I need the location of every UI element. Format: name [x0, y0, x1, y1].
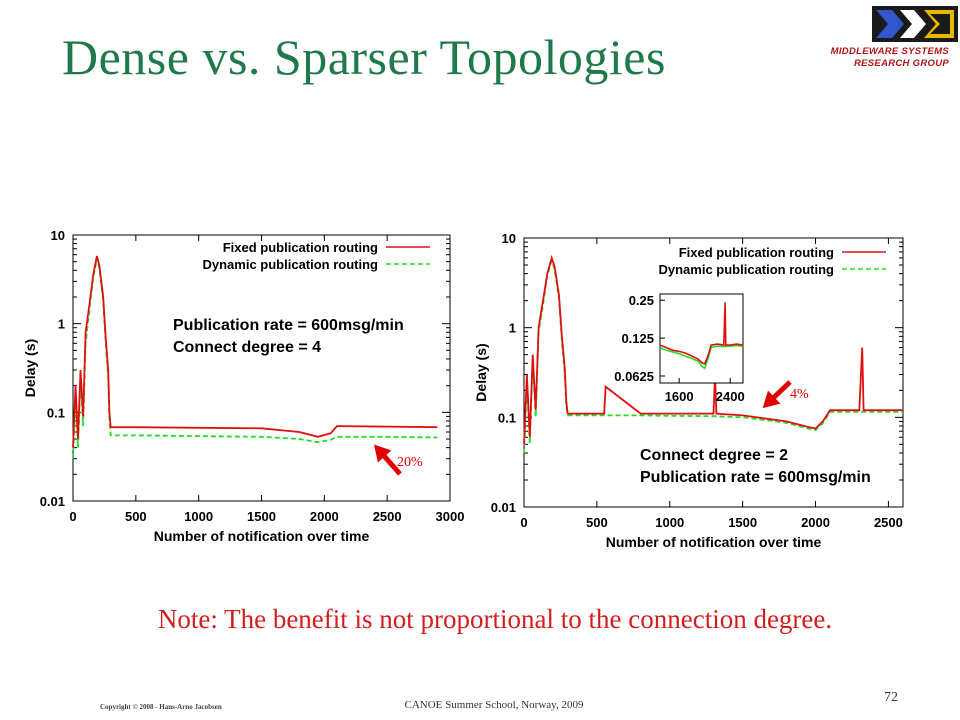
logo-line-2: RESEARCH GROUP	[854, 58, 949, 69]
footer-text: CANOE Summer School, Norway, 2009	[404, 699, 584, 711]
x-tick-label: 0	[520, 515, 527, 530]
inset-x-tick-label: 2400	[716, 389, 745, 404]
y-tick-label: 10	[502, 231, 516, 246]
callout-label: 20%	[397, 455, 423, 470]
y-tick-label: 0.01	[491, 500, 516, 515]
x-axis-label: Number of notification over time	[606, 534, 822, 550]
y-tick-label: 0.01	[40, 494, 65, 509]
inset-y-tick-label: 0.125	[621, 331, 654, 346]
inset-series-line	[659, 344, 744, 370]
inset-x-tick-label: 1600	[665, 389, 694, 404]
y-axis-label: Delay (s)	[473, 343, 489, 401]
inset-chart: 0.0625 0.125 0.25 1600 2400	[614, 293, 744, 404]
x-tick-label: 1500	[728, 515, 757, 530]
copyright-text: Copyright © 2008 - Hans-Arno Jacobsen	[100, 703, 222, 711]
y-tick-label: 10	[51, 228, 65, 243]
legend-label: Dynamic publication routing	[202, 257, 378, 272]
x-axis-label: Number of notification over time	[154, 528, 370, 544]
callout-arrow-head	[374, 444, 392, 463]
x-tick-label: 3000	[436, 509, 465, 524]
y-tick-label: 0.1	[47, 405, 65, 420]
plot-frame	[72, 234, 451, 502]
x-tick-label: 1500	[247, 509, 276, 524]
msrg-logo-icon	[872, 6, 958, 42]
callout-label: 4%	[790, 387, 809, 402]
chart-panel-2: 0 500 1000 1500 2000 2500 0.01 0.1 1 10 Number of …	[473, 231, 904, 550]
chart-panel-1: 0 500 1000 1500 2000 2500 3000 0.01 0.1 1 10 Number…	[22, 228, 464, 544]
series-line-fixed	[523, 254, 903, 445]
y-tick-label: 1	[509, 321, 516, 336]
chart-annotation: Connect degree = 4	[173, 339, 321, 356]
x-tick-label: 2000	[310, 509, 339, 524]
page-number: 72	[884, 690, 898, 705]
legend-label: Fixed publication routing	[223, 240, 378, 255]
legend-label: Fixed publication routing	[679, 245, 834, 260]
x-tick-label: 2000	[801, 515, 830, 530]
chart-annotation: Connect degree = 2	[640, 447, 788, 464]
inset-frame	[659, 293, 744, 384]
x-tick-label: 0	[69, 509, 76, 524]
x-tick-label: 2500	[874, 515, 903, 530]
y-axis-label: Delay (s)	[22, 339, 38, 397]
logo-line-1: MIDDLEWARE SYSTEMS	[830, 46, 949, 57]
x-tick-label: 500	[586, 515, 608, 530]
chart-annotation: Publication rate = 600msg/min	[640, 469, 871, 486]
chart-annotation: Publication rate = 600msg/min	[173, 317, 404, 334]
series-line-fixed	[72, 255, 438, 448]
y-tick-label: 1	[58, 317, 65, 332]
inset-y-tick-label: 0.0625	[614, 369, 654, 384]
y-tick-label: 0.1	[498, 410, 516, 425]
research-group-logo: MIDDLEWARE SYSTEMS RESEARCH GROUP	[800, 4, 958, 70]
callout-arrow-head	[762, 390, 781, 409]
x-tick-label: 1000	[655, 515, 684, 530]
inset-y-tick-label: 0.25	[629, 293, 654, 308]
x-tick-label: 1000	[184, 509, 213, 524]
x-tick-label: 500	[125, 509, 147, 524]
note-text: Note: The benefit is not proportional to…	[157, 604, 833, 634]
legend-label: Dynamic publication routing	[658, 262, 834, 277]
page-title: Dense vs. Sparser Topologies	[62, 29, 666, 85]
inset-series-line	[659, 302, 744, 365]
x-tick-label: 2500	[373, 509, 402, 524]
plot-frame	[523, 237, 904, 508]
